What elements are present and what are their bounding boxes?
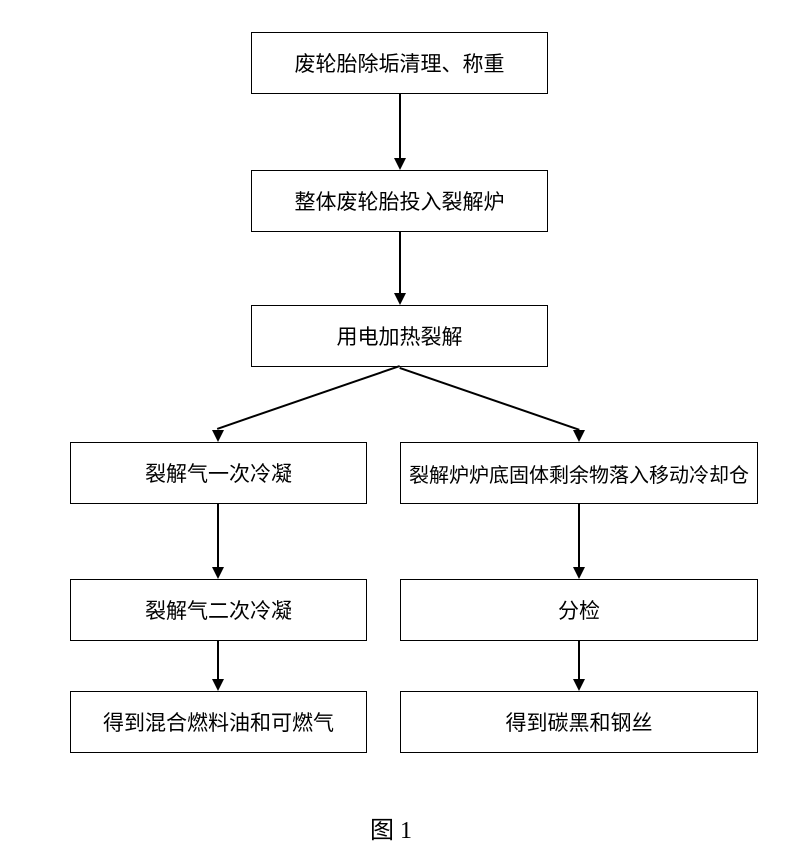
node-n3: 用电加热裂解 xyxy=(251,305,548,367)
arrow-head-icon xyxy=(394,158,406,170)
node-n7: 分检 xyxy=(400,579,758,641)
arrow-head-icon xyxy=(212,567,224,579)
arrow-head-icon xyxy=(573,430,585,442)
node-n5: 裂解炉炉底固体剩余物落入移动冷却仓 xyxy=(400,442,758,504)
node-label: 裂解气一次冷凝 xyxy=(145,458,292,488)
node-n9: 得到碳黑和钢丝 xyxy=(400,691,758,753)
arrow-head-icon xyxy=(212,430,224,442)
node-n6: 裂解气二次冷凝 xyxy=(70,579,367,641)
node-n8: 得到混合燃料油和可燃气 xyxy=(70,691,367,753)
node-label: 废轮胎除垢清理、称重 xyxy=(295,48,505,78)
node-n4: 裂解气一次冷凝 xyxy=(70,442,367,504)
edge-n6-n8 xyxy=(217,641,219,679)
node-label: 裂解炉炉底固体剩余物落入移动冷却仓 xyxy=(409,459,749,488)
edge-n3-n4 xyxy=(217,366,400,430)
node-label: 分检 xyxy=(558,595,600,625)
node-label: 用电加热裂解 xyxy=(337,321,463,351)
edge-n5-n7 xyxy=(578,504,580,567)
figure-caption: 图 1 xyxy=(370,810,412,845)
flowchart-canvas: 废轮胎除垢清理、称重 整体废轮胎投入裂解炉 用电加热裂解 裂解气一次冷凝 裂解炉… xyxy=(0,0,800,864)
arrow-head-icon xyxy=(573,567,585,579)
edge-n4-n6 xyxy=(217,504,219,567)
edge-n1-n2 xyxy=(399,94,401,158)
node-n1: 废轮胎除垢清理、称重 xyxy=(251,32,548,94)
edge-n3-n5 xyxy=(400,367,580,430)
arrow-head-icon xyxy=(394,293,406,305)
edge-n2-n3 xyxy=(399,232,401,293)
node-label: 裂解气二次冷凝 xyxy=(145,595,292,625)
arrow-head-icon xyxy=(212,679,224,691)
node-label: 整体废轮胎投入裂解炉 xyxy=(295,186,505,216)
node-label: 得到混合燃料油和可燃气 xyxy=(103,707,334,737)
caption-text: 图 1 xyxy=(370,818,412,844)
node-label: 得到碳黑和钢丝 xyxy=(506,707,653,737)
node-n2: 整体废轮胎投入裂解炉 xyxy=(251,170,548,232)
edge-n7-n9 xyxy=(578,641,580,679)
arrow-head-icon xyxy=(573,679,585,691)
